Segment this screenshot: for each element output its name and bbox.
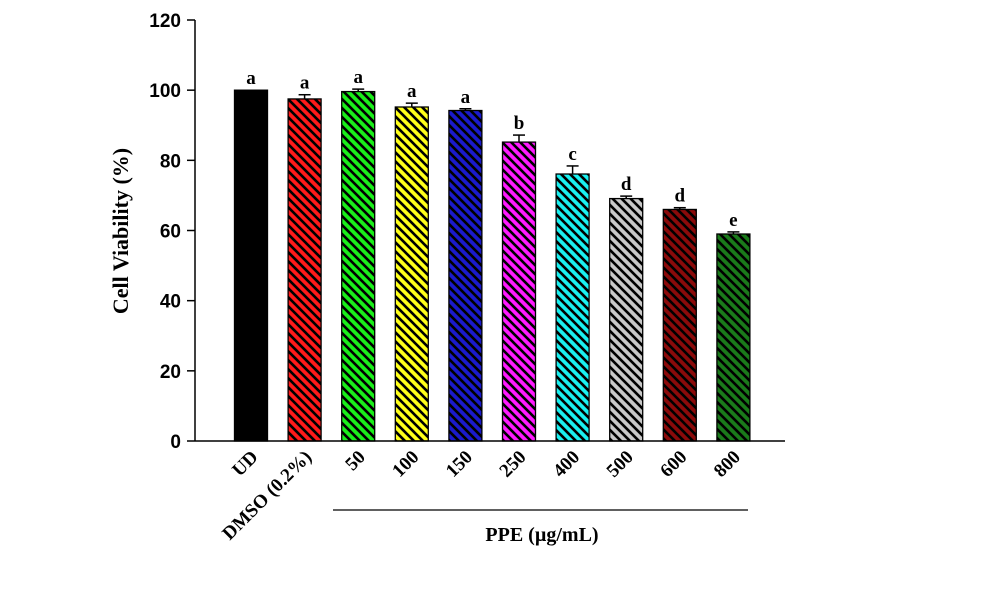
- bar-1: [287, 98, 322, 442]
- bar-0: [233, 89, 269, 442]
- significance-label-6: c: [568, 144, 576, 165]
- bars-layer: [233, 89, 751, 442]
- significance-label-2: a: [353, 67, 363, 88]
- category-label-8: 600: [656, 447, 691, 482]
- significance-label-4: a: [461, 87, 471, 108]
- bar-9: [716, 233, 751, 442]
- y-tick-label-3: 60: [160, 222, 181, 243]
- y-tick-label-6: 120: [149, 11, 181, 32]
- y-axis-title: Cell Viability (%): [108, 148, 133, 314]
- bar-5: [501, 141, 537, 442]
- significance-label-9: e: [729, 210, 737, 231]
- significance-label-8: d: [675, 186, 686, 207]
- y-tick-label-4: 80: [160, 151, 181, 172]
- y-tick-label-5: 100: [149, 81, 181, 102]
- category-label-6: 400: [549, 447, 584, 482]
- bar-4: [448, 109, 483, 442]
- bar-2: [341, 90, 376, 442]
- bar-8: [662, 208, 697, 442]
- category-label-3: 100: [388, 447, 423, 482]
- category-label-5: 250: [496, 447, 531, 482]
- significance-label-5: b: [514, 113, 525, 134]
- significance-label-0: a: [246, 68, 256, 89]
- significance-layer: a a a a a b c d d e: [246, 67, 737, 231]
- category-label-4: 150: [442, 447, 477, 482]
- significance-label-3: a: [407, 81, 417, 102]
- y-tick-label-1: 20: [160, 362, 181, 383]
- y-tick-label-0: 0: [170, 432, 181, 453]
- category-label-2: 50: [341, 447, 369, 475]
- y-tick-label-2: 40: [160, 292, 181, 313]
- group-title: PPE (µg/mL): [485, 524, 598, 546]
- bar-3: [394, 106, 429, 442]
- category-label-0: UD: [228, 447, 262, 481]
- bar-7: [609, 197, 644, 442]
- bar-6: [555, 173, 590, 442]
- significance-label-1: a: [300, 73, 310, 94]
- error-bars-layer: [298, 88, 740, 235]
- axes-layer: 0 20 40 60 80 100 120: [149, 11, 785, 453]
- category-label-7: 500: [603, 447, 638, 482]
- category-label-9: 800: [710, 447, 745, 482]
- significance-label-7: d: [621, 174, 632, 195]
